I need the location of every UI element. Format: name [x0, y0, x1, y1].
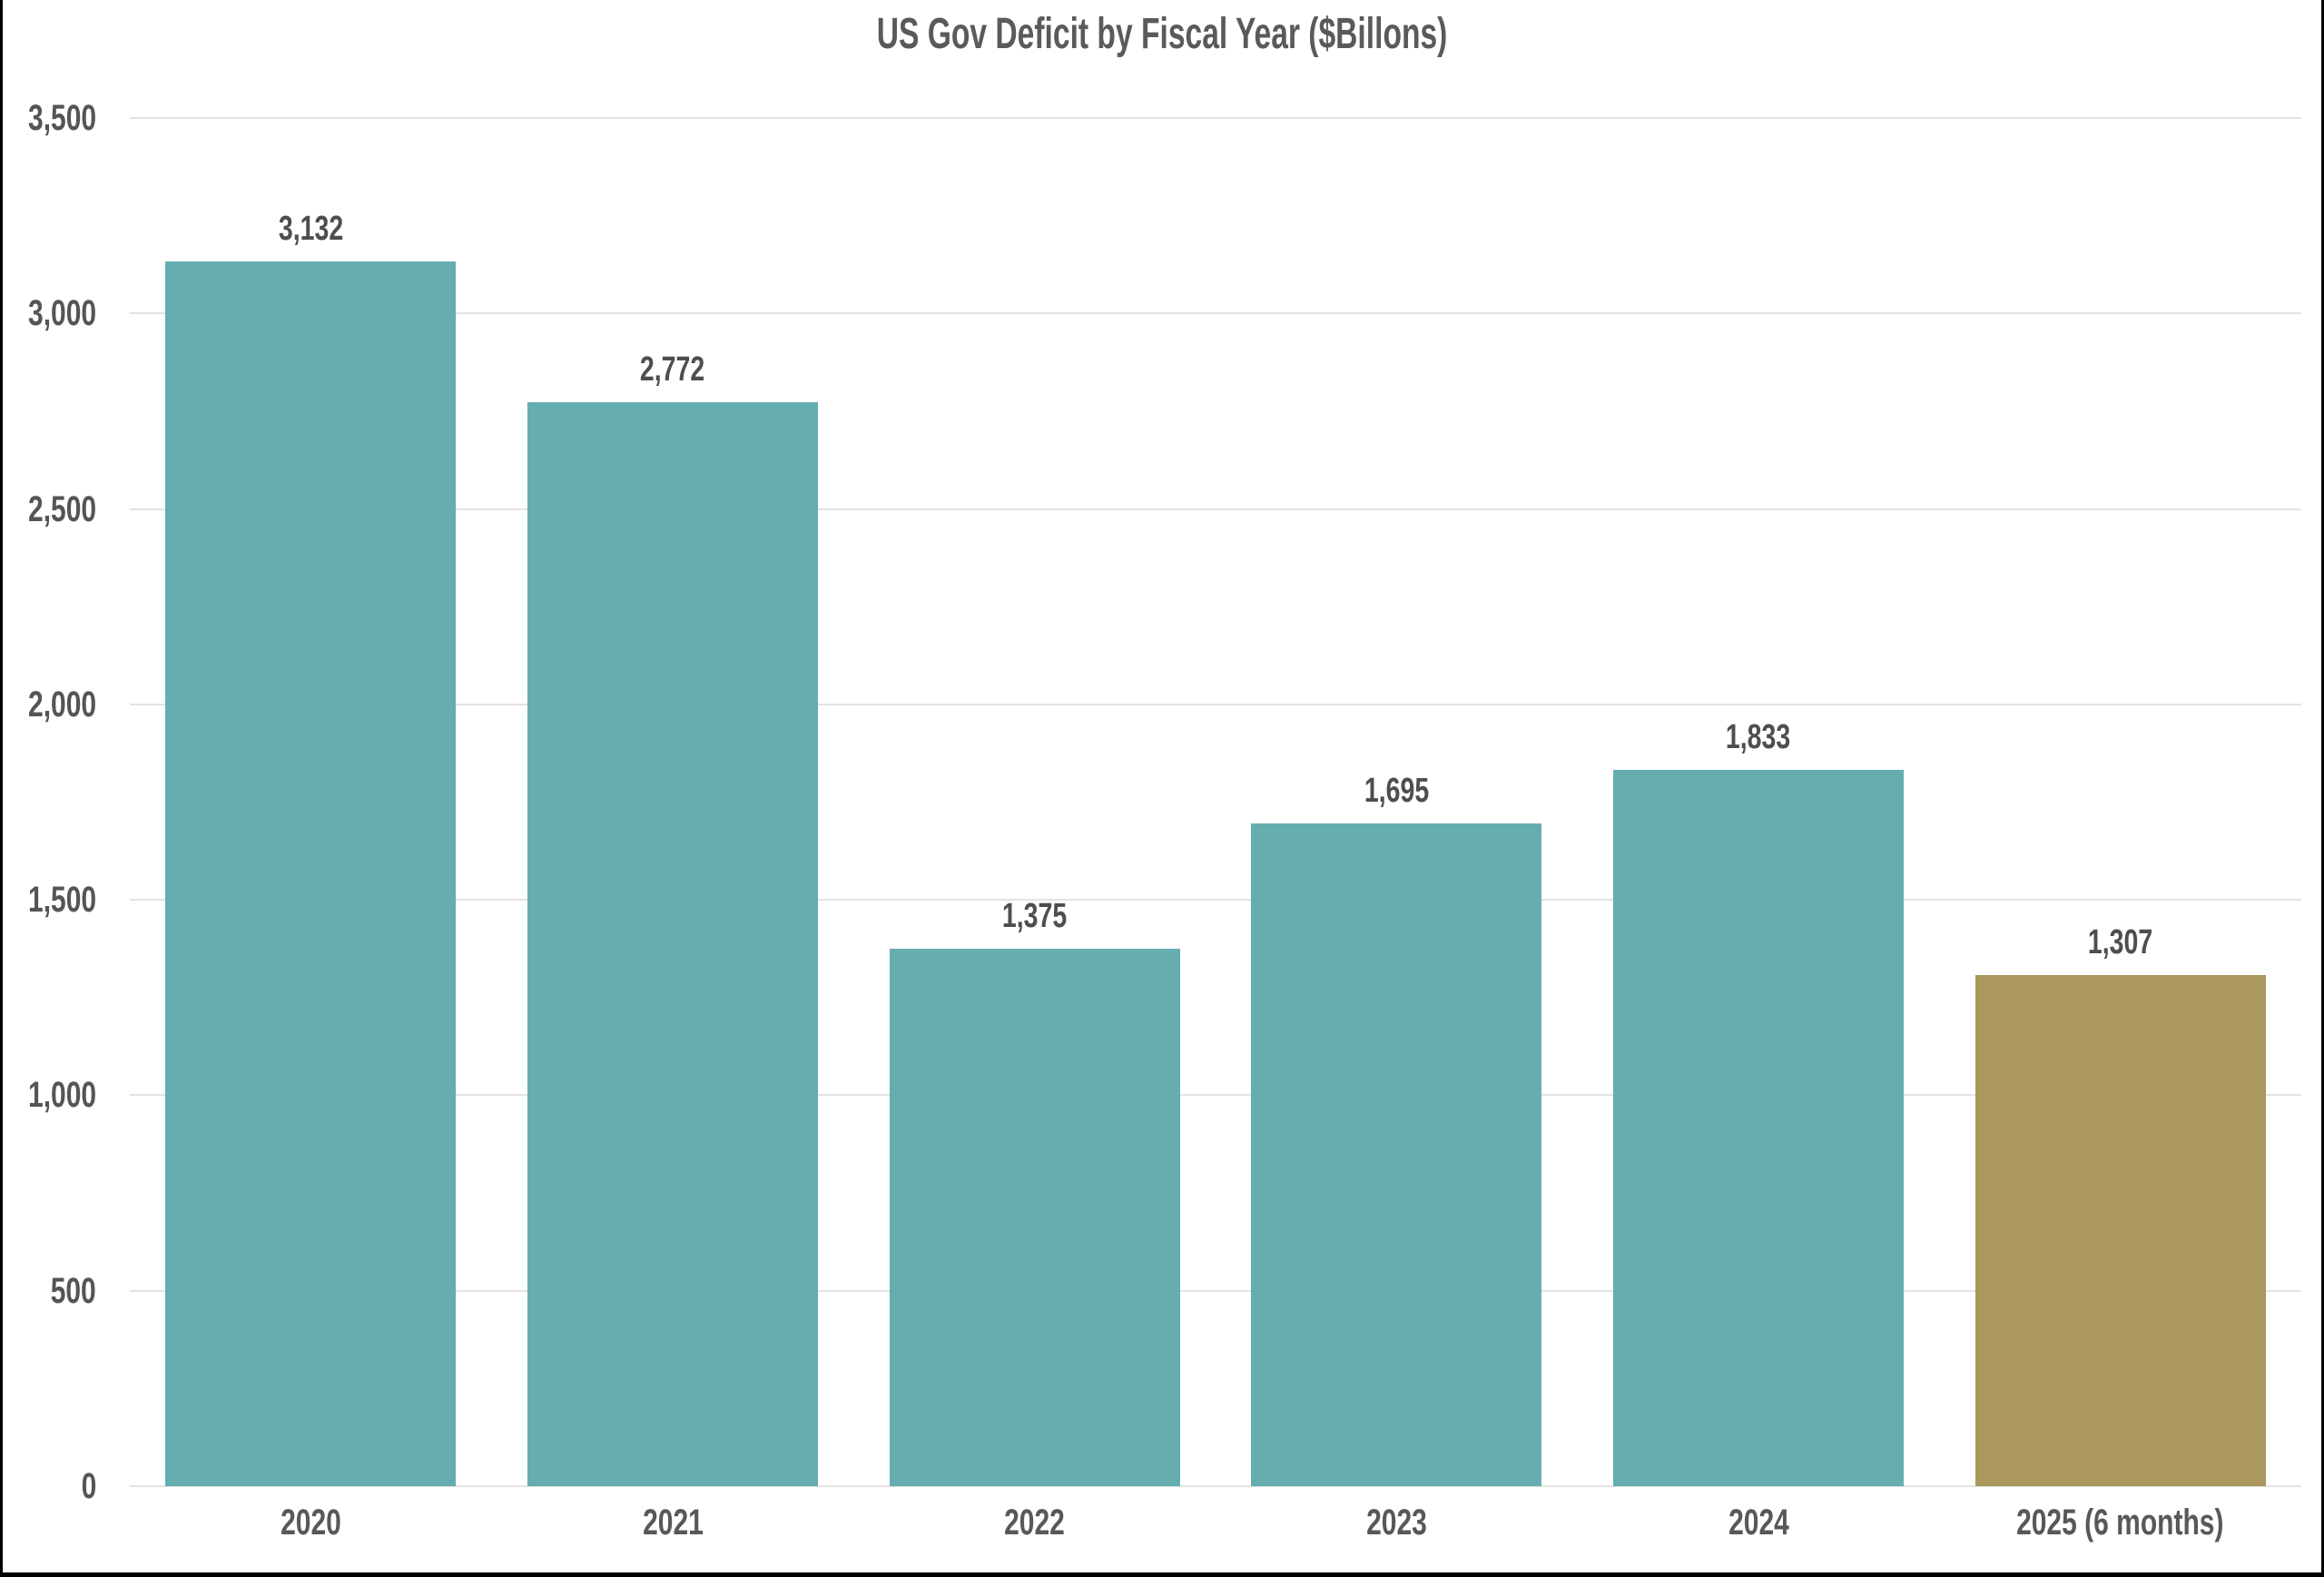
plot-area: 3,132 2,772 1,375 1,695 1,833 1,307: [130, 118, 2301, 1486]
y-tick-label-3000: 3,000: [3, 293, 96, 333]
gridline-2000: [130, 703, 2301, 705]
bar-value-label-2025 (6 months): 1,307: [1939, 923, 2301, 962]
gridline-1500: [130, 899, 2301, 902]
bar-2024: [1613, 769, 1905, 1486]
bar-2021: [527, 402, 818, 1486]
bar-2022: [889, 948, 1180, 1486]
gridline-0: [130, 1485, 2301, 1487]
bar-2025 (6 months): [1974, 975, 2266, 1486]
y-tick-label-2000: 2,000: [3, 685, 96, 724]
x-axis-label-text: 2024: [1728, 1503, 1789, 1543]
x-axis-label-2023: 2023: [1216, 1503, 1578, 1543]
y-tick-label-1500: 1,500: [3, 880, 96, 920]
gridline-500: [130, 1289, 2301, 1292]
x-axis-label-2024: 2024: [1578, 1503, 1940, 1543]
bar-value-label-2023: 1,695: [1216, 772, 1578, 811]
y-tick-label-500: 500: [3, 1271, 96, 1311]
chart-title-text: US Gov Deficit by Fiscal Year ($Billons): [876, 10, 1448, 58]
y-tick-label-text: 1,500: [27, 880, 96, 921]
x-axis-label-text: 2025 (6 months): [2016, 1503, 2224, 1543]
y-tick-label-text: 2,500: [27, 488, 96, 529]
bar-band-2020: 3,132: [130, 118, 492, 1486]
bar-value-label-2020: 3,132: [130, 210, 492, 249]
x-axis-label-2025 (6 months): 2025 (6 months): [1939, 1503, 2301, 1543]
x-axis-label-2021: 2021: [492, 1503, 854, 1543]
bar-value-text: 1,695: [1364, 772, 1430, 811]
y-tick-label-text: 2,000: [27, 684, 96, 724]
y-tick-label-text: 3,000: [27, 293, 96, 334]
gridline-1000: [130, 1094, 2301, 1097]
bar-band-2023: 1,695: [1216, 118, 1578, 1486]
x-axis-label-text: 2020: [280, 1503, 341, 1543]
y-tick-label-text: 500: [50, 1270, 96, 1311]
x-axis-label-text: 2023: [1365, 1503, 1427, 1543]
y-tick-label-2500: 2,500: [3, 489, 96, 529]
bar-band-2025 (6 months): 1,307: [1939, 118, 2301, 1486]
bar-value-text: 1,833: [1726, 717, 1791, 756]
bar-2020: [165, 261, 457, 1486]
y-tick-label-1000: 1,000: [3, 1075, 96, 1115]
bar-value-label-2022: 1,375: [853, 897, 1216, 936]
x-axis-labels: 2020 2021 2022 2023 2024 2025 (6 months): [130, 1503, 2301, 1543]
bar-value-text: 3,132: [278, 210, 343, 249]
gridline-3000: [130, 312, 2301, 315]
x-axis-label-text: 2021: [642, 1503, 704, 1543]
y-tick-label-text: 0: [81, 1466, 96, 1506]
bar-2023: [1251, 823, 1542, 1486]
bar-band-2024: 1,833: [1578, 118, 1940, 1486]
bar-value-text: 2,772: [640, 350, 705, 389]
x-axis-label-2022: 2022: [853, 1503, 1216, 1543]
gridline-2500: [130, 508, 2301, 510]
y-tick-label-text: 1,000: [27, 1075, 96, 1116]
y-tick-label-0: 0: [3, 1466, 96, 1506]
bar-value-text: 1,375: [1002, 896, 1068, 935]
x-axis-label-text: 2022: [1004, 1503, 1066, 1543]
bar-band-2021: 2,772: [492, 118, 854, 1486]
y-tick-label-text: 3,500: [27, 98, 96, 138]
gridline-3500: [130, 117, 2301, 119]
chart-title: US Gov Deficit by Fiscal Year ($Billons): [3, 9, 2321, 59]
bar-value-label-2024: 1,833: [1578, 718, 1940, 757]
bar-band-2022: 1,375: [853, 118, 1216, 1486]
x-axis-label-2020: 2020: [130, 1503, 492, 1543]
bar-value-label-2021: 2,772: [492, 350, 854, 389]
y-tick-label-3500: 3,500: [3, 98, 96, 138]
bar-value-text: 1,307: [2088, 923, 2153, 962]
